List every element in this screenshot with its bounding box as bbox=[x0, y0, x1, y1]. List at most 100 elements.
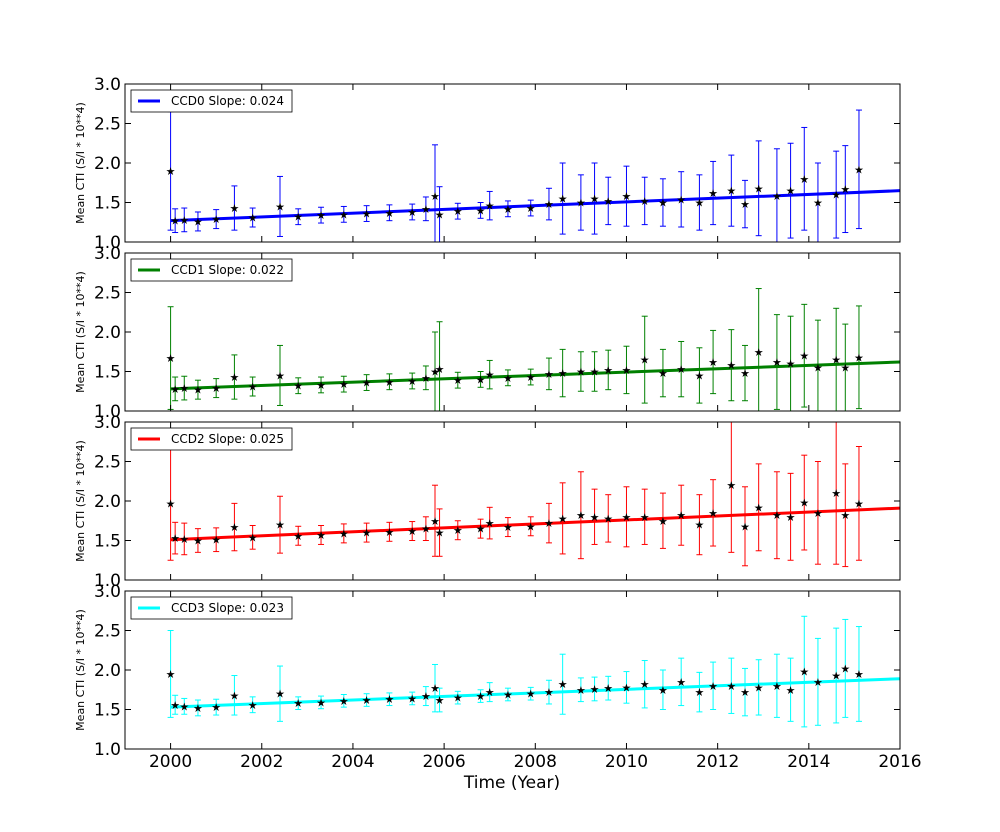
data-point: ★ bbox=[772, 356, 782, 369]
data-point: ★ bbox=[754, 501, 764, 514]
data-point: ★ bbox=[676, 676, 686, 689]
data-point: ★ bbox=[786, 185, 796, 198]
y-axis-label: Mean CTI (S/I * 10**4) bbox=[74, 102, 87, 224]
data-point: ★ bbox=[166, 352, 176, 365]
data-point: ★ bbox=[622, 364, 632, 377]
legend-label: CCD0 Slope: 0.024 bbox=[171, 94, 284, 108]
data-point: ★ bbox=[726, 359, 736, 372]
data-point: ★ bbox=[407, 525, 417, 538]
data-point: ★ bbox=[813, 676, 823, 689]
data-point: ★ bbox=[544, 686, 554, 699]
data-point: ★ bbox=[813, 197, 823, 210]
data-point: ★ bbox=[407, 375, 417, 388]
y-tick-label: 2.5 bbox=[94, 284, 121, 304]
data-point: ★ bbox=[526, 520, 536, 533]
data-point: ★ bbox=[166, 497, 176, 510]
data-point: ★ bbox=[558, 367, 568, 380]
x-tick-label: 2000 bbox=[149, 752, 192, 772]
data-point: ★ bbox=[603, 682, 613, 695]
data-point: ★ bbox=[339, 527, 349, 540]
plot-area: ★★★★★★★★★★★★★★★★★★★★★★★★★★★★★★★★★★★★★★★★… bbox=[166, 288, 900, 411]
legend-label: CCD1 Slope: 0.022 bbox=[171, 263, 284, 277]
x-tick-label: 2006 bbox=[422, 752, 465, 772]
y-tick-label: 2.5 bbox=[94, 453, 121, 473]
y-tick-label: 3.0 bbox=[94, 75, 121, 95]
data-point: ★ bbox=[603, 364, 613, 377]
data-point: ★ bbox=[193, 702, 203, 715]
data-point: ★ bbox=[544, 368, 554, 381]
data-point: ★ bbox=[435, 694, 445, 707]
data-point: ★ bbox=[384, 207, 394, 220]
data-point: ★ bbox=[293, 211, 303, 224]
data-point: ★ bbox=[658, 367, 668, 380]
legend-label: CCD2 Slope: 0.025 bbox=[171, 432, 284, 446]
legend-label: CCD3 Slope: 0.023 bbox=[171, 601, 284, 615]
data-point: ★ bbox=[558, 512, 568, 525]
y-tick-label: 1.5 bbox=[94, 532, 121, 552]
data-point: ★ bbox=[726, 185, 736, 198]
data-point: ★ bbox=[772, 190, 782, 203]
data-point: ★ bbox=[316, 379, 326, 392]
data-point: ★ bbox=[658, 197, 668, 210]
data-point: ★ bbox=[193, 384, 203, 397]
fit-line bbox=[170, 677, 900, 709]
y-tick-label: 2.0 bbox=[94, 154, 121, 174]
y-tick-label: 3.0 bbox=[94, 582, 121, 602]
data-point: ★ bbox=[275, 519, 285, 532]
legend-box bbox=[130, 258, 293, 282]
data-point: ★ bbox=[640, 195, 650, 208]
data-point: ★ bbox=[740, 686, 750, 699]
legend-box bbox=[130, 596, 293, 620]
data-point: ★ bbox=[166, 165, 176, 178]
data-point: ★ bbox=[421, 690, 431, 703]
data-point: ★ bbox=[293, 697, 303, 710]
data-point: ★ bbox=[622, 511, 632, 524]
x-tick-label: 2004 bbox=[331, 752, 374, 772]
data-point: ★ bbox=[485, 369, 495, 382]
x-axis-ticks: 2000 2002 2004 2006 2008 2010 2012 2014 2016 bbox=[149, 752, 922, 772]
data-point: ★ bbox=[435, 363, 445, 376]
x-tick-label: 2012 bbox=[696, 752, 739, 772]
data-point: ★ bbox=[854, 497, 864, 510]
legend: CCD1 Slope: 0.022 bbox=[130, 258, 293, 282]
data-point: ★ bbox=[526, 202, 536, 215]
data-point: ★ bbox=[786, 511, 796, 524]
data-point: ★ bbox=[453, 524, 463, 537]
y-tick-label: 1.0 bbox=[94, 233, 121, 253]
data-point: ★ bbox=[840, 662, 850, 675]
y-axis-label: Mean CTI (S/I * 10**4) bbox=[74, 271, 87, 393]
data-point: ★ bbox=[193, 535, 203, 548]
plot-area: ★★★★★★★★★★★★★★★★★★★★★★★★★★★★★★★★★★★★★★★★… bbox=[166, 422, 900, 568]
data-point: ★ bbox=[211, 534, 221, 547]
fit-line bbox=[170, 189, 900, 223]
data-point: ★ bbox=[211, 701, 221, 714]
data-point: ★ bbox=[193, 215, 203, 228]
data-point: ★ bbox=[293, 530, 303, 543]
data-point: ★ bbox=[590, 366, 600, 379]
data-point: ★ bbox=[840, 509, 850, 522]
data-point: ★ bbox=[476, 204, 486, 217]
panel-ccd2: ★★ ★ ★ ★★★★★ ★ ★ ★ ★ ★ ★★★ ★ ★ ★ ★ ★ ★ ★ ★ ★ ★ ★ ★ ★ ★★★★★★★ ★★★… bbox=[74, 413, 901, 591]
data-point: ★ bbox=[694, 197, 704, 210]
data-point: ★ bbox=[708, 680, 718, 693]
data-point: ★ bbox=[503, 372, 513, 385]
data-point: ★ bbox=[407, 206, 417, 219]
data-point: ★ bbox=[166, 668, 176, 681]
data-point: ★ bbox=[786, 684, 796, 697]
data-point: ★ bbox=[726, 479, 736, 492]
y-tick-label: 3.0 bbox=[94, 244, 121, 264]
data-point: ★ bbox=[590, 683, 600, 696]
data-point: ★ bbox=[640, 678, 650, 691]
y-tick-label: 2.5 bbox=[94, 622, 121, 642]
data-point: ★ bbox=[229, 689, 239, 702]
data-point: ★ bbox=[170, 699, 180, 712]
data-point: ★ bbox=[503, 203, 513, 216]
data-point: ★ bbox=[362, 527, 372, 540]
data-point: ★ bbox=[658, 515, 668, 528]
x-tick-label: 2014 bbox=[787, 752, 830, 772]
data-point: ★ bbox=[316, 209, 326, 222]
data-point: ★ bbox=[248, 699, 258, 712]
legend: CCD3 Slope: 0.023 bbox=[130, 596, 293, 620]
data-point: ★ bbox=[384, 376, 394, 389]
data-point: ★ bbox=[740, 198, 750, 211]
